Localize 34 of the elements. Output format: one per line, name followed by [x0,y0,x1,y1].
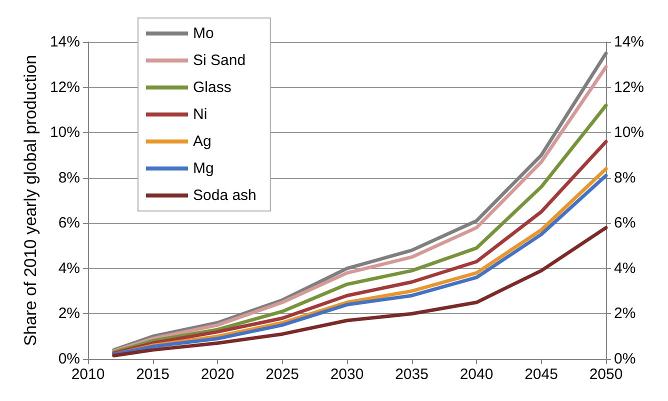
legend-label: Mg [193,160,214,177]
y2-tick-label: 8% [614,169,636,186]
y-tick-label: 10% [50,124,80,142]
x-tick-label: 2040 [460,366,494,383]
x-tick-label: 2050 [589,366,623,383]
x-tick-label: 2010 [71,366,105,383]
y2-tick-label: 0% [614,350,636,368]
legend-label: Glass [193,79,232,96]
legend-label: Ag [193,133,212,150]
y-tick-label: 6% [58,214,80,232]
y-tick-label: 14% [50,34,80,50]
x-tick-label: 2030 [330,366,364,383]
x-tick-label: 2035 [395,366,428,383]
y2-tick-label: 14% [614,34,644,50]
y2-tick-label: 2% [614,305,636,322]
legend-label: Si Sand [193,52,246,69]
y2-tick-label: 10% [614,124,644,142]
x-tick-label: 2025 [266,366,299,383]
y2-tick-label: 6% [614,214,636,232]
y-tick-label: 12% [50,78,80,96]
y-tick-label: 2% [58,305,80,322]
y2-tick-label: 4% [614,260,636,277]
line-series [112,226,608,358]
y-tick-label: 4% [58,260,80,277]
y-tick-label: 0% [58,350,80,368]
x-tick-label: 2015 [136,366,170,383]
legend-label: Soda ash [193,187,256,204]
x-tick-label: 2045 [524,366,558,383]
x-tick-label: 2020 [200,366,234,383]
y2-tick-label: 12% [614,78,644,96]
legend-label: Ni [193,106,208,123]
legend-label: Mo [193,25,214,42]
y-axis-title: Share of 2010 yearly global production [21,54,40,346]
y-tick-label: 8% [58,169,80,186]
